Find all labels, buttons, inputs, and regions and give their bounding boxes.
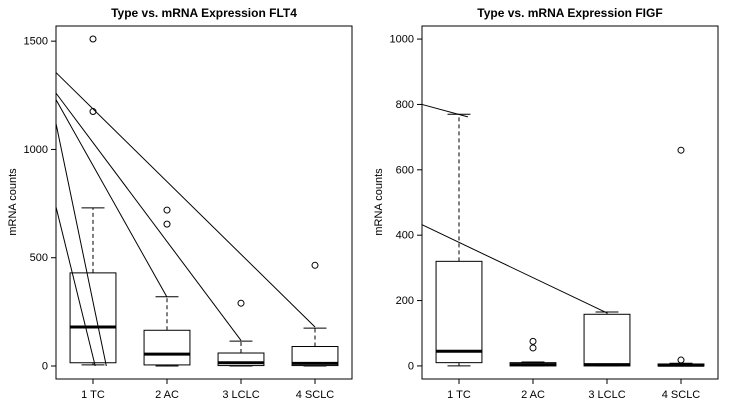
outlier-point	[89, 35, 97, 43]
boxplot-svg-figf: 0 200 400 600 800 1000 1 TC 2 AC 3 LCLC 4 SCLC	[390, 25, 719, 401]
y-tick-label: 1000	[390, 34, 414, 46]
chart-panel-figf: Type vs. mRNA Expression FIGF mRNA count…	[366, 0, 732, 413]
category-label: 3 LCLC	[222, 389, 259, 401]
category-label: 3 LCLC	[588, 389, 625, 401]
outlier-point	[237, 299, 245, 307]
boxplot-group-2-ac	[509, 337, 557, 367]
plot-border	[55, 25, 353, 380]
category-label: 2 AC	[521, 389, 545, 401]
boxplot-group-1-tc	[69, 35, 117, 366]
category-label: 1 TC	[81, 389, 105, 401]
outlier-point	[311, 261, 319, 269]
boxplot-group-3-lclc	[583, 311, 631, 367]
trend-segment	[421, 224, 608, 314]
y-tick-label: 800	[396, 99, 414, 111]
boxplot-group-4-sclc	[291, 261, 339, 367]
outlier-point	[677, 356, 685, 364]
y-tick-label: 500	[30, 252, 48, 264]
y-tick-label: 0	[42, 361, 48, 373]
category-label: 4 SCLC	[662, 389, 701, 401]
boxplot-group-1-tc	[435, 113, 483, 367]
trend-segment	[55, 206, 96, 367]
y-tick-label: 400	[396, 230, 414, 242]
iqr-box	[435, 260, 483, 364]
trend-segment	[55, 92, 242, 341]
outlier-point	[529, 337, 537, 345]
trend-segment	[421, 103, 469, 118]
iqr-box	[143, 329, 191, 366]
category-label: 4 SCLC	[296, 389, 335, 401]
outlier-point	[677, 146, 685, 154]
y-tick-label: 1500	[24, 36, 48, 48]
chart-title-figf: Type vs. mRNA Expression FIGF	[477, 6, 663, 20]
trend-segment	[55, 123, 107, 367]
category-label: 2 AC	[155, 389, 179, 401]
iqr-box	[583, 313, 631, 367]
trend-segment	[55, 72, 316, 328]
outlier-point	[529, 344, 537, 352]
chart-title-flt4: Type vs. mRNA Expression FLT4	[111, 6, 297, 20]
boxplot-group-2-ac	[143, 206, 191, 367]
boxplot-svg-flt4: 0 500 1000 1500 1 TC 2 AC 3 LCLC 4 SCLC	[24, 25, 353, 401]
iqr-box	[291, 346, 339, 367]
trend-segment	[55, 99, 168, 298]
chart-panel-flt4: Type vs. mRNA Expression FLT4 mRNA count…	[7, 6, 353, 401]
y-tick-label: 600	[396, 164, 414, 176]
boxplot-group-4-sclc	[657, 146, 705, 367]
outlier-point	[163, 220, 171, 228]
plot-border	[421, 25, 719, 380]
boxplot-group-3-lclc	[217, 299, 265, 367]
iqr-box	[69, 272, 117, 364]
outlier-point	[163, 206, 171, 214]
y-tick-label: 1000	[24, 144, 48, 156]
y-tick-label: 0	[408, 360, 414, 372]
category-label: 1 TC	[447, 389, 471, 401]
y-tick-label: 200	[396, 295, 414, 307]
